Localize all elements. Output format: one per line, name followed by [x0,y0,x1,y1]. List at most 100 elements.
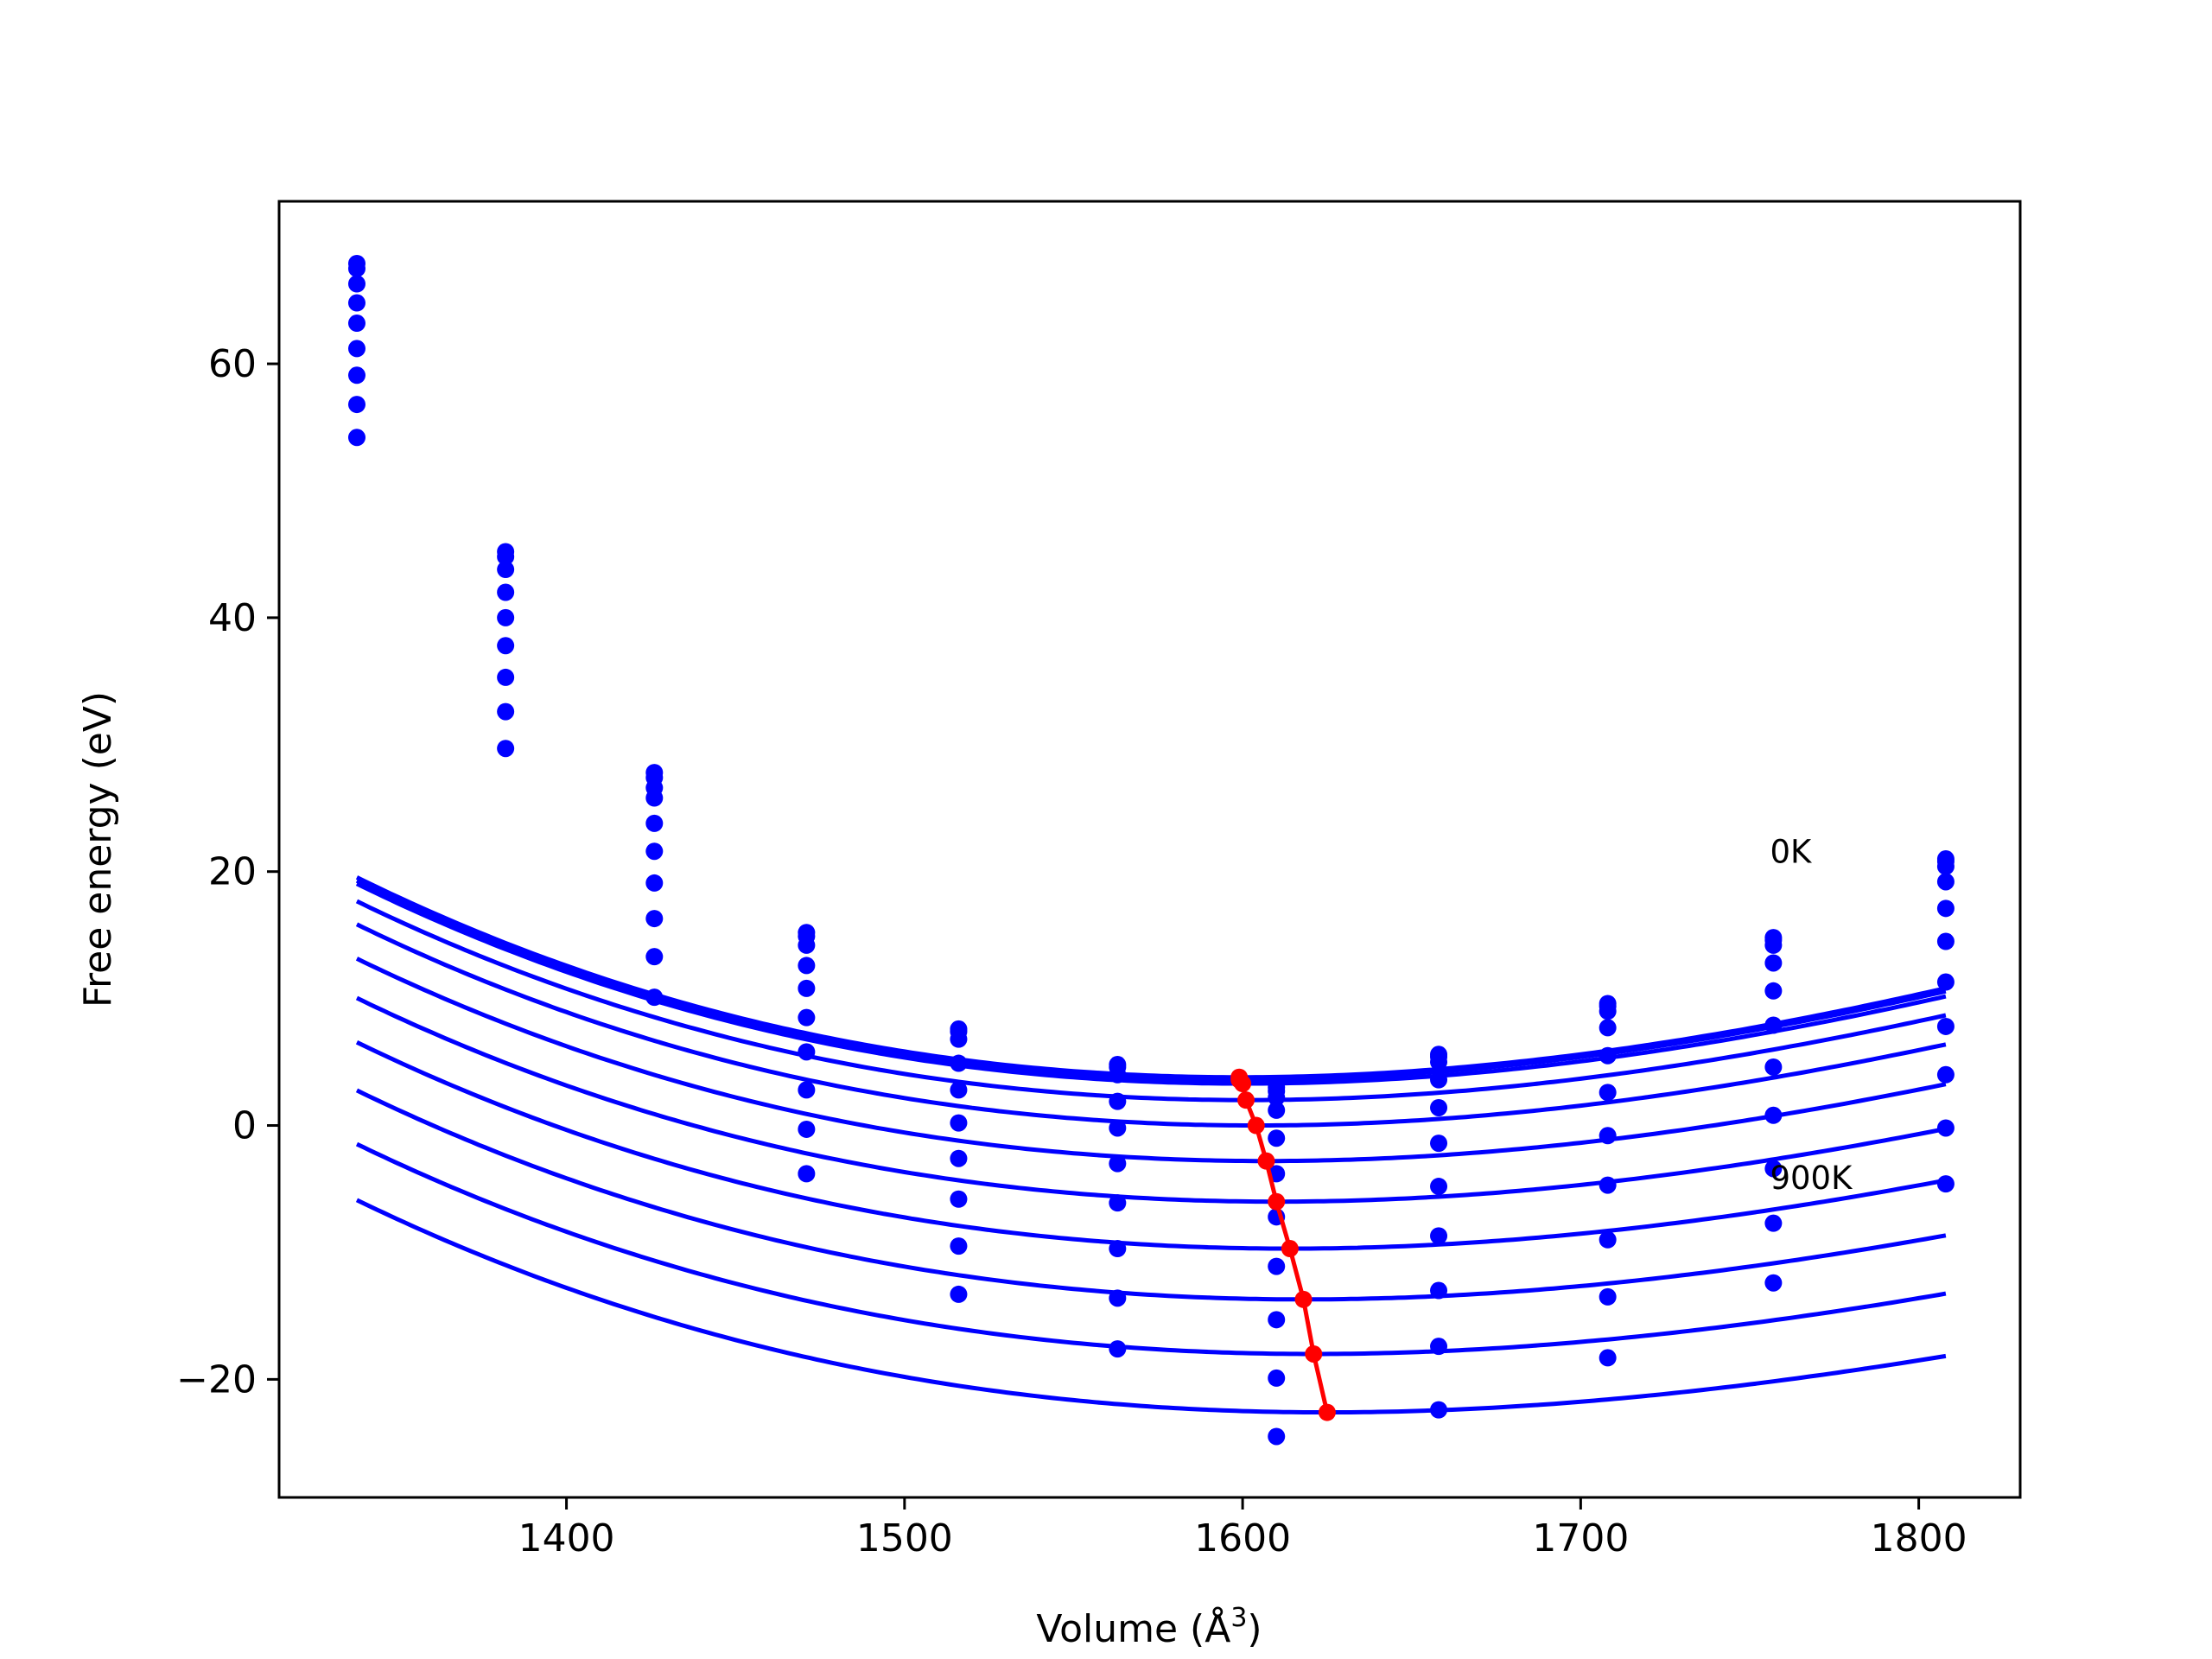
data-point-6-1 [497,668,515,686]
data-point-9-10 [1936,1119,1955,1137]
minima-point-5 [1257,1152,1275,1170]
data-point-10-6 [1268,1427,1286,1446]
data-point-6-7 [1430,1178,1448,1196]
data-point-5-7 [1430,1135,1448,1153]
data-point-2-10 [1936,857,1955,875]
fit-curve-7 [355,1039,1947,1251]
minima-point-7 [1281,1240,1299,1258]
data-point-8-9 [1764,1160,1783,1178]
data-point-9-5 [1109,1340,1127,1358]
data-point-6-9 [1764,1058,1783,1076]
plot-frame [277,200,2022,1499]
labels: Volume (Å3) Free energy (eV) [76,691,1262,1651]
data-point-2-1 [497,561,515,579]
data-point-2-4 [950,1030,968,1048]
data-point-10-7 [1430,1401,1448,1419]
data-point-4-8 [1599,1046,1617,1065]
x-tick-label-1: 1500 [856,1516,953,1560]
data-point-5-8 [1599,1084,1617,1102]
data-point-6-4 [950,1149,968,1167]
y-tick-label-2: 20 [208,850,257,894]
data-point-7-2 [645,910,664,928]
data-point-6-10 [1936,973,1955,991]
y-axis-label: Free energy (eV) [76,691,120,1007]
data-point-3-10 [1936,873,1955,891]
data-point-3-0 [347,294,365,312]
x-axis-label: Volume (Å3) [1036,1603,1262,1651]
data-point-2-7 [1430,1053,1448,1071]
fit-curve-4 [355,922,1947,1128]
data-point-1-1 [497,548,515,566]
data-point-4-5 [1109,1119,1127,1137]
x-tick-label-0: 1400 [518,1516,615,1560]
data-point-3-4 [950,1054,968,1072]
data-point-5-1 [497,637,515,655]
minima-point-4 [1247,1116,1265,1135]
data-point-5-10 [1936,932,1955,950]
data-point-4-7 [1430,1098,1448,1116]
fit-curve-10 [355,1198,1947,1415]
data-point-7-7 [1430,1227,1448,1245]
data-point-7-3 [798,1081,816,1099]
fit-curve-8 [355,1088,1947,1302]
data-point-2-0 [347,275,365,293]
minima-point-2 [1234,1075,1252,1093]
axes: 1400 1500 1600 1700 1800 −20 0 20 40 60 [176,200,2022,1560]
data-point-2-8 [1599,1002,1617,1020]
data-point-8-2 [645,948,664,966]
data-point-8-4 [950,1237,968,1255]
y-tick-label-3: 40 [208,596,257,640]
x-tick-label-4: 1800 [1871,1516,1967,1560]
data-point-3-2 [645,789,664,807]
data-point-7-5 [1109,1240,1127,1258]
data-point-2-5 [1109,1065,1127,1084]
data-point-4-4 [950,1081,968,1099]
data-point-5-4 [950,1114,968,1132]
data-point-9-6 [1268,1369,1286,1387]
y-tick-label-1: 0 [232,1104,257,1148]
minima-point-3 [1237,1091,1255,1109]
fit-curve-1 [355,879,1947,1083]
y-tick-label-4: 60 [208,342,257,386]
x-tick-label-2: 1600 [1194,1516,1291,1560]
data-point-8-10 [1936,1065,1955,1084]
data-point-1-0 [347,259,365,277]
data-point-8-8 [1599,1230,1617,1249]
data-point-3-6 [1268,1101,1286,1119]
data-point-4-10 [1936,899,1955,918]
data-point-6-2 [645,874,664,892]
data-point-4-3 [798,979,816,997]
data-point-2-9 [1764,936,1783,954]
data-point-8-1 [497,740,515,758]
data-point-3-8 [1599,1019,1617,1037]
data-point-3-5 [1109,1092,1127,1110]
minima-point-9 [1305,1344,1323,1363]
data-point-2-6 [1268,1089,1286,1107]
data-point-10-8 [1599,1349,1617,1367]
fit-curve-6 [355,995,1947,1205]
data-point-3-7 [1430,1071,1448,1089]
data-point-7-10 [1936,1017,1955,1035]
data-point-5-0 [347,340,365,358]
fit-curve-3 [355,899,1947,1103]
minima-point-10 [1318,1403,1336,1421]
data-point-9-8 [1599,1287,1617,1306]
data-point-6-5 [1109,1194,1127,1212]
data-point-9-7 [1430,1338,1448,1356]
data-point-9-4 [950,1285,968,1303]
data-point-2-3 [798,936,816,954]
fit-curve-5 [355,957,1947,1164]
data-point-8-3 [798,1120,816,1138]
data-point-4-9 [1764,982,1783,1000]
data-point-7-6 [1268,1257,1286,1275]
data-point-9-3 [798,1165,816,1183]
annotation-1: 900K [1770,1160,1853,1197]
data-point-6-8 [1599,1127,1617,1145]
data-point-4-6 [1268,1129,1286,1147]
data-point-7-9 [1764,1106,1783,1124]
minima-point-6 [1268,1192,1286,1211]
minima-point-8 [1294,1290,1313,1308]
data-point-5-2 [645,842,664,861]
